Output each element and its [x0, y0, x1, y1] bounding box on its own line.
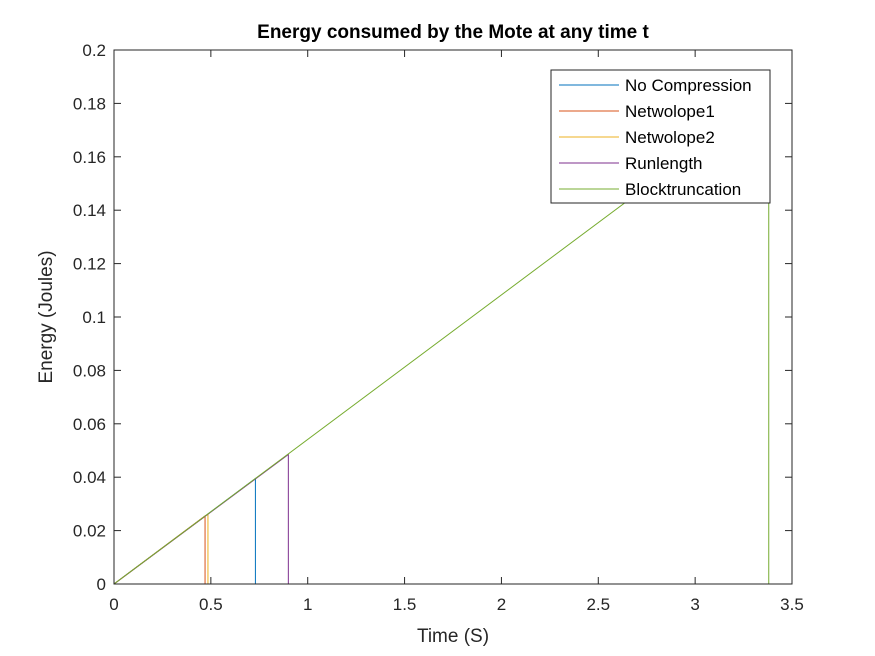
legend-label-1: Netwolope1 [625, 102, 715, 121]
y-axis-ticks: 0 0.02 0.04 0.06 0.08 0.1 0.12 0.14 0.16 0.18 0.2 [73, 41, 792, 594]
y-tick-label: 0.1 [82, 308, 106, 327]
x-tick-label: 3.5 [780, 595, 804, 614]
legend-label-4: Blocktruncation [625, 180, 741, 199]
y-tick-label: 0.08 [73, 361, 106, 380]
legend-label-0: No Compression [625, 76, 752, 95]
x-tick-label: 0.5 [199, 595, 223, 614]
legend-entries: No Compression Netwolope1 Netwolope2 Runlen… [559, 76, 752, 199]
y-tick-label: 0.12 [73, 255, 106, 274]
x-tick-label: 3 [690, 595, 699, 614]
y-tick-label: 0.16 [73, 148, 106, 167]
chart-title: Energy consumed by the Mote at any time … [257, 22, 649, 43]
x-tick-label: 2.5 [586, 595, 610, 614]
y-tick-label: 0 [97, 575, 106, 594]
x-tick-label: 1 [303, 595, 312, 614]
y-axis-label: Energy (Joules) [36, 250, 57, 383]
x-tick-label: 1.5 [393, 595, 417, 614]
legend-label-2: Netwolope2 [625, 128, 715, 147]
y-tick-label: 0.18 [73, 94, 106, 113]
y-tick-label: 0.04 [73, 468, 106, 487]
y-tick-label: 0.02 [73, 522, 106, 541]
x-axis-label: Time (S) [417, 626, 489, 647]
x-tick-label: 0 [109, 595, 118, 614]
y-tick-label: 0.06 [73, 415, 106, 434]
y-tick-label: 0.2 [82, 41, 106, 60]
y-tick-label: 0.14 [73, 201, 106, 220]
legend-label-3: Runlength [625, 154, 703, 173]
x-axis-ticks: 0 0.5 1 1.5 2 2.5 3 3.5 [109, 50, 804, 614]
legend: No Compression Netwolope1 Netwolope2 Runlen… [550, 69, 771, 204]
x-tick-label: 2 [497, 595, 506, 614]
